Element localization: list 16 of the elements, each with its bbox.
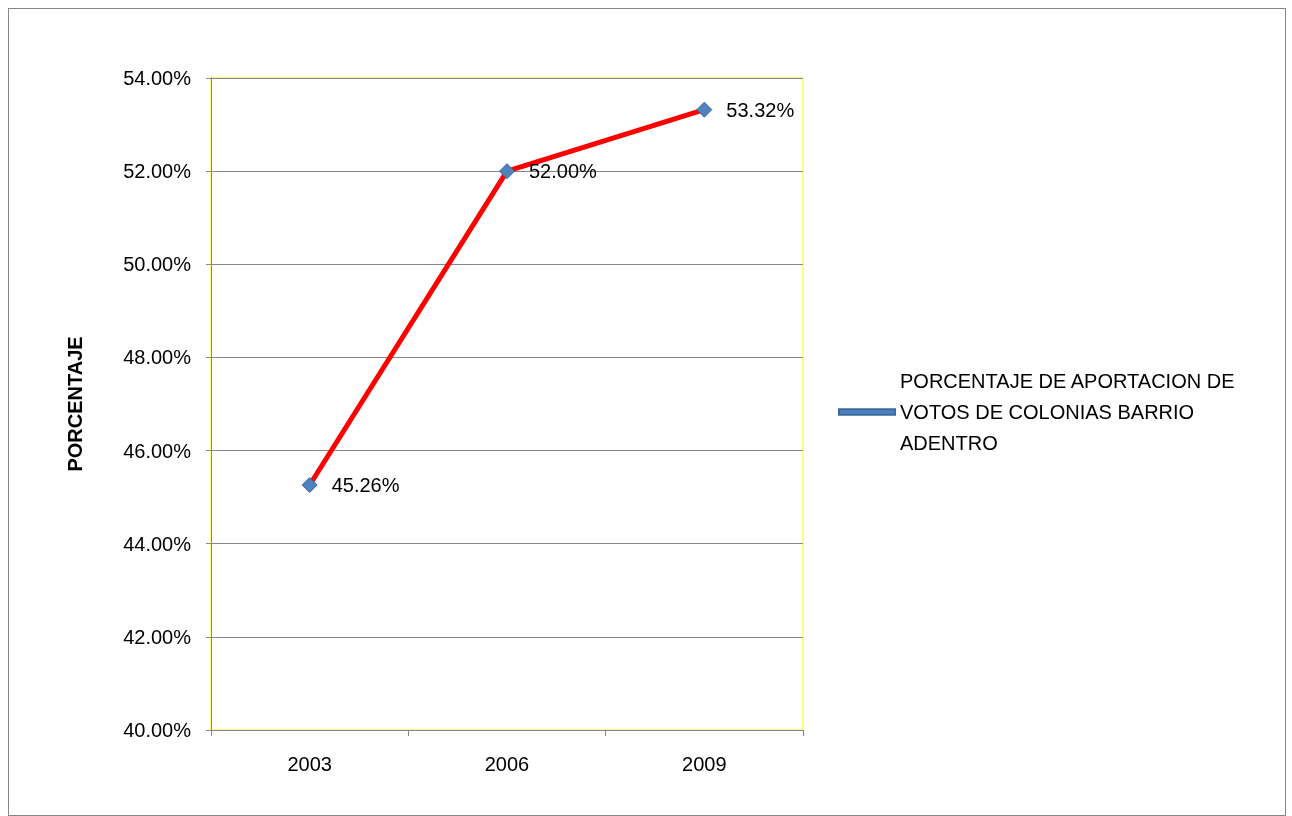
y-tick-label: 50.00% <box>123 253 192 276</box>
text: 53.32% <box>726 98 795 121</box>
y-axis-title: PORCENTAJE <box>64 336 86 472</box>
y-tick-label: 48.00% <box>123 346 192 369</box>
legend-label: PORCENTAJE DE APORTACION DE VOTOS DE COLONIAS BARRIO ADENTRO <box>900 370 1241 454</box>
text: 45.26% <box>331 474 400 497</box>
y-tick-label: 44.00% <box>123 532 192 555</box>
text: 52.00% <box>529 160 597 183</box>
y-tick-label: 46.00% <box>123 439 192 462</box>
x-tick-label: 2009 <box>682 753 727 775</box>
x-tick-label: 2003 <box>287 753 332 775</box>
y-tick-label: 54.00% <box>123 67 192 89</box>
y-tick-label: 42.00% <box>123 625 192 648</box>
x-tick-label: 2006 <box>484 753 530 775</box>
y-tick-label: 40.00% <box>123 719 192 741</box>
y-tick-label: 52.00% <box>123 160 192 183</box>
